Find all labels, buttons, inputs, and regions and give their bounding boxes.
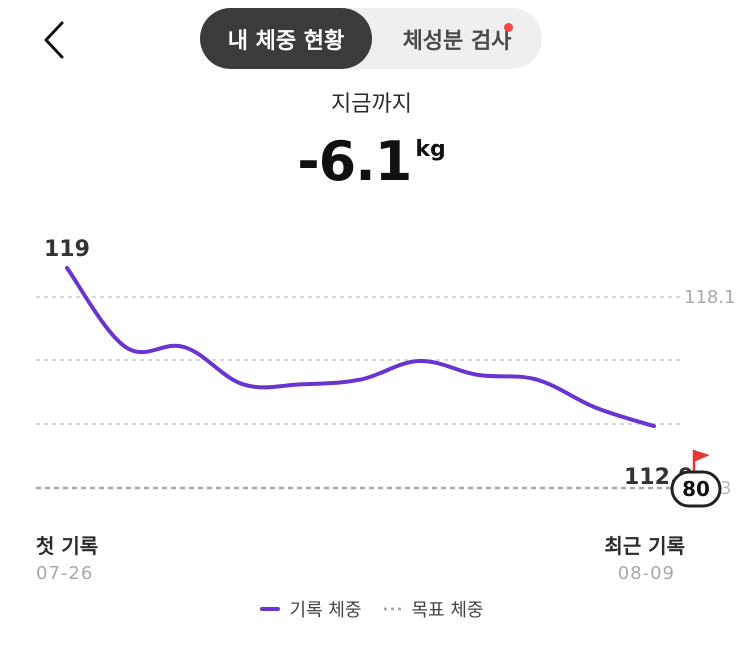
first-record-label: 첫 기록 (36, 534, 99, 558)
tab-my-weight-label: 내 체중 현황 (227, 28, 345, 54)
goal-value: 80 (682, 477, 710, 501)
first-point-label: 119 (44, 237, 90, 262)
legend-label-goal: 목표 체중 (411, 600, 484, 621)
first-record-date: 07-26 (36, 563, 94, 584)
legend-item-goal: 목표 체중 (381, 596, 484, 622)
summary-value: -6.1 kg (0, 130, 743, 193)
summary-unit: kg (415, 137, 446, 162)
series-line-weight (65, 266, 656, 429)
axis-partial-label: 3 (720, 478, 731, 499)
summary-label: 지금까지 (331, 92, 412, 117)
legend-label-recorded: 기록 체중 (289, 600, 362, 621)
tab-body-composition[interactable]: 체성분 검사 (372, 8, 542, 69)
gridlines (36, 296, 680, 490)
summary-number: -6.1 (297, 130, 412, 193)
gridline-label: 118.1 (684, 287, 736, 308)
weight-chart: 118.1 119 112.9 3 80 (36, 237, 736, 508)
tab-body-composition-label: 체성분 검사 (402, 28, 512, 54)
back-button[interactable] (36, 18, 72, 62)
chart-legend: 기록 체중 목표 체중 (0, 596, 743, 622)
tab-my-weight[interactable]: 내 체중 현황 (200, 8, 372, 69)
segmented-tabs: 내 체중 현황 체성분 검사 (200, 8, 542, 69)
latest-record-label: 최근 기록 (604, 534, 685, 558)
legend-swatch-line (259, 607, 280, 611)
flag-icon (692, 450, 710, 474)
notification-dot (504, 23, 513, 32)
goal-marker[interactable]: 80 (670, 450, 722, 508)
legend-swatch-dots (381, 607, 402, 611)
legend-item-recorded: 기록 체중 (259, 596, 362, 622)
chevron-left-icon (44, 21, 64, 59)
latest-record-date: 08-09 (617, 563, 675, 584)
